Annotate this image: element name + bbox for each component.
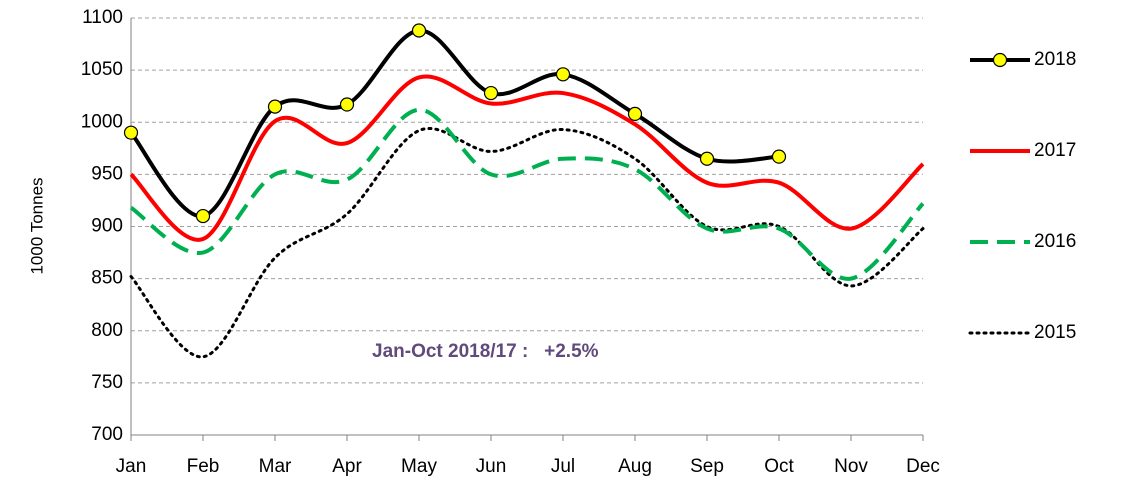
point-marker bbox=[267, 99, 283, 114]
y-tick-label: 800 bbox=[91, 320, 123, 341]
point-marker bbox=[483, 85, 499, 101]
annotation: Jan-Oct 2018/17 : +2.5% bbox=[372, 341, 599, 362]
series-line bbox=[129, 107, 925, 281]
legend-label: 2018 bbox=[1034, 49, 1076, 70]
point-marker bbox=[339, 97, 355, 112]
y-tick-label: 1000 bbox=[81, 111, 123, 132]
x-tick-label: Oct bbox=[764, 456, 794, 477]
y-axis-label: 1000 Tonnes bbox=[27, 177, 46, 274]
point-marker bbox=[411, 23, 427, 38]
x-tick-label: May bbox=[401, 456, 437, 477]
y-tick-label: 900 bbox=[91, 216, 123, 237]
y-tick-label: 850 bbox=[91, 268, 123, 289]
x-tick-label: Mar bbox=[259, 456, 292, 477]
x-tick-label: Sep bbox=[690, 456, 724, 477]
point-marker bbox=[123, 125, 139, 140]
legend-label: 2016 bbox=[1034, 231, 1076, 252]
legend-label: 2015 bbox=[1034, 322, 1076, 343]
x-tick-label: Jan bbox=[116, 456, 147, 477]
y-tick-label: 700 bbox=[91, 424, 123, 445]
x-tick-label: Nov bbox=[834, 456, 868, 477]
point-marker bbox=[771, 149, 787, 164]
legend-marker bbox=[992, 52, 1008, 68]
y-tick-label: 1100 bbox=[82, 7, 123, 28]
x-tick-label: Aug bbox=[618, 456, 652, 477]
x-tick-label: Dec bbox=[906, 456, 940, 477]
legend-label: 2017 bbox=[1034, 140, 1076, 161]
y-tick-label: 1050 bbox=[81, 59, 123, 80]
point-marker bbox=[699, 151, 715, 166]
x-tick-label: Feb bbox=[187, 456, 220, 477]
series-line bbox=[129, 127, 925, 359]
series-line bbox=[129, 28, 780, 219]
y-tick-label: 950 bbox=[91, 163, 123, 184]
series-line bbox=[129, 74, 925, 242]
x-tick-label: Jun bbox=[476, 456, 507, 477]
point-marker bbox=[627, 106, 643, 122]
x-tick-label: Jul bbox=[551, 456, 575, 477]
y-tick-label: 750 bbox=[91, 372, 123, 393]
x-tick-label: Apr bbox=[332, 456, 362, 477]
point-marker bbox=[555, 67, 571, 82]
point-marker bbox=[195, 208, 211, 224]
